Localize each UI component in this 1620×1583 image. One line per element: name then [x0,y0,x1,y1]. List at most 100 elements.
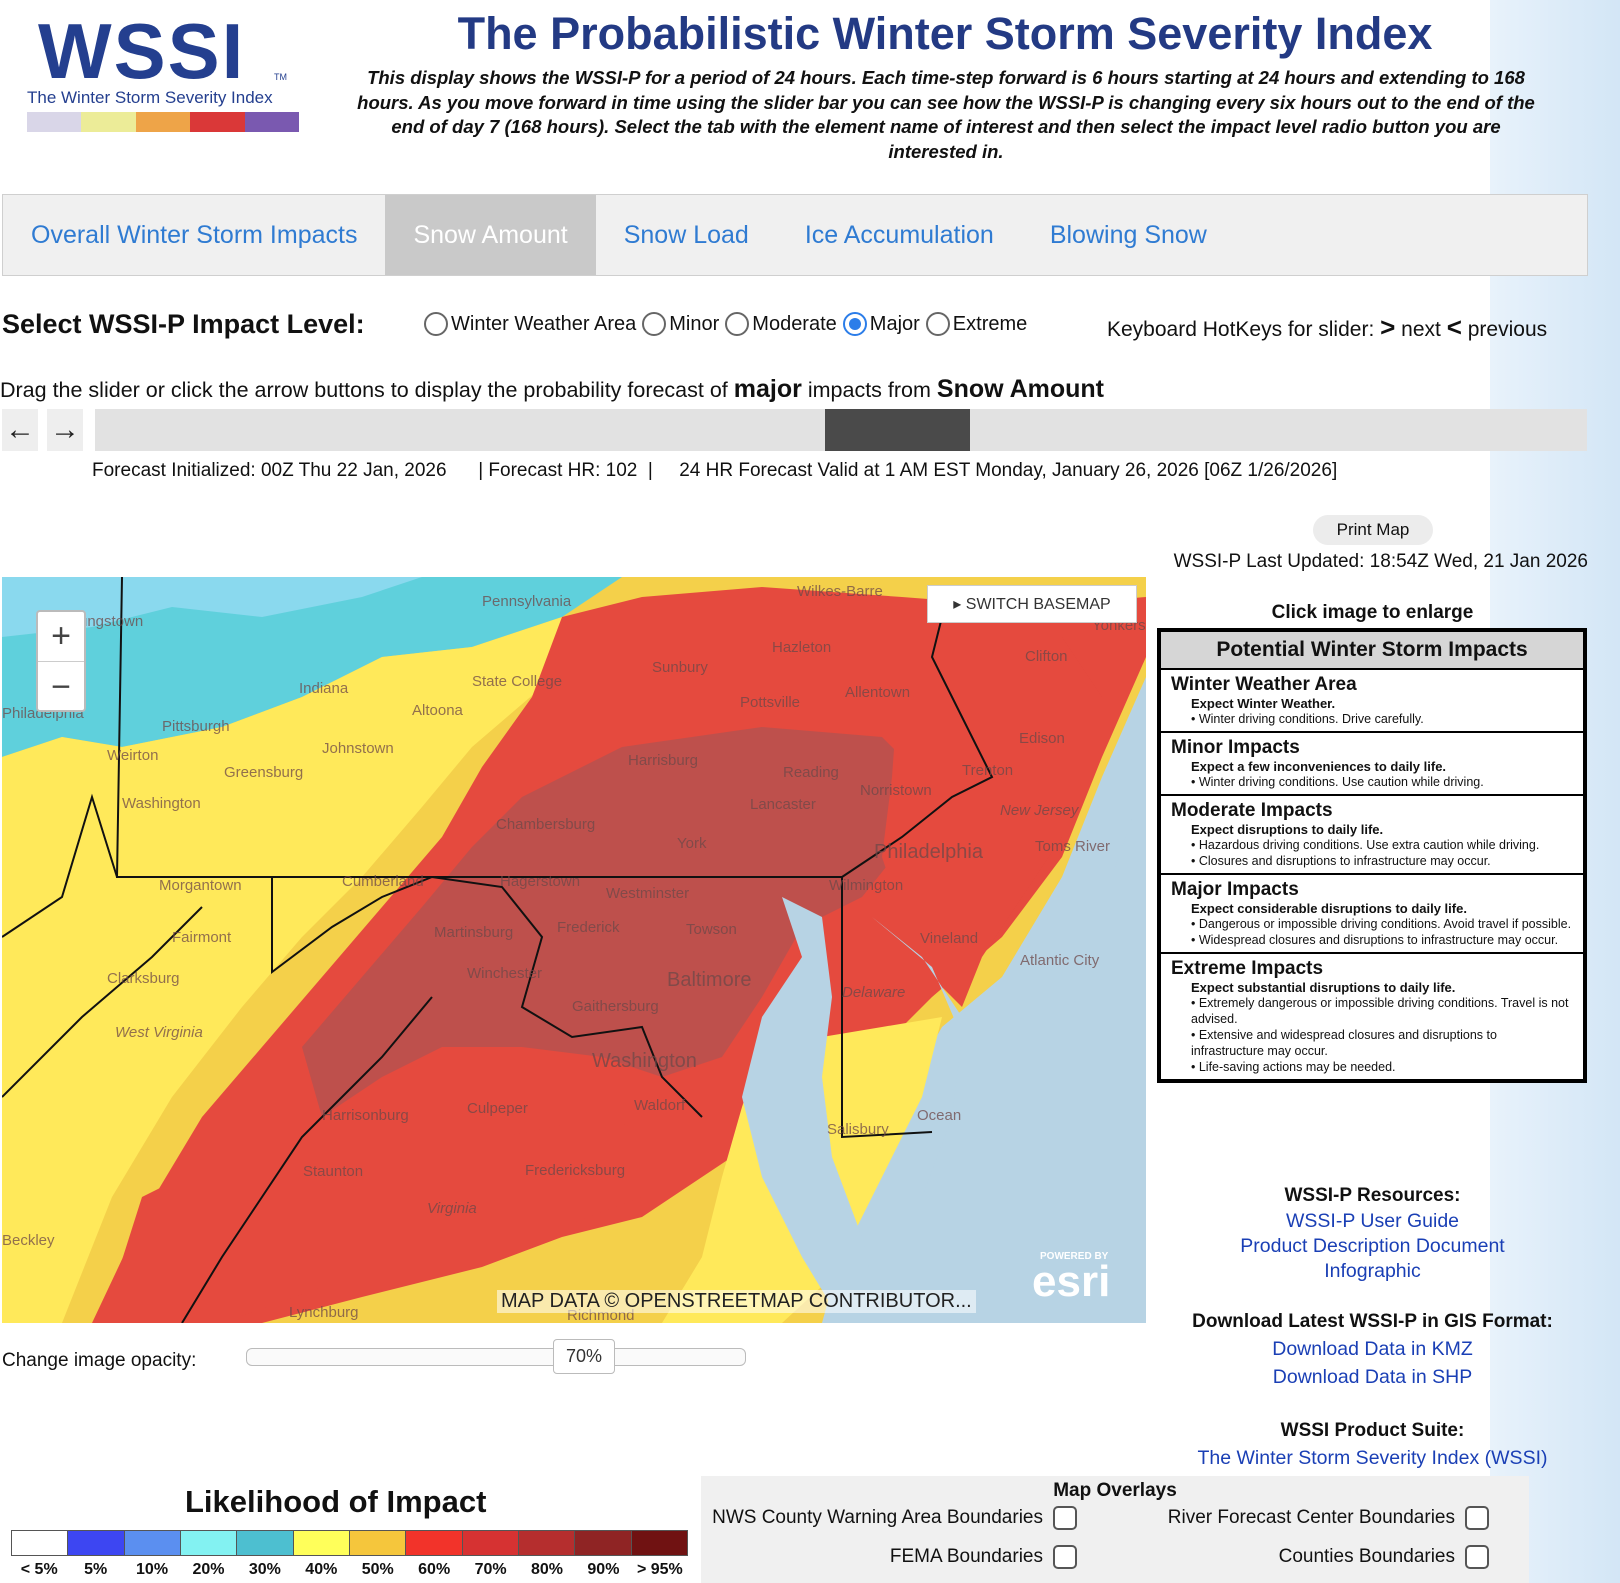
impact-bullet: • Hazardous driving conditions. Use extr… [1191,838,1540,852]
logo-text: WSSI [38,7,246,95]
map-label: Virginia [427,1200,477,1217]
map-label: Delaware [842,984,906,1001]
overlay-checkbox[interactable] [1465,1545,1489,1569]
overlay-nws-cwa[interactable]: NWS County Warning Area Boundaries [712,1506,1077,1530]
hotkey-prev-text: previous [1467,318,1548,341]
page-title: The Probabilistic Winter Storm Severity … [457,8,1433,59]
wssi-logo[interactable]: WSSI TM The Winter Storm Severity Index [22,6,307,134]
radio-moderate[interactable]: Moderate [725,312,837,336]
radio-extreme[interactable]: Extreme [925,312,1028,336]
radio-major[interactable]: Major [842,312,920,336]
tab-overall-impacts[interactable]: Overall Winter Storm Impacts [31,220,358,249]
map-label: Weirton [107,747,159,764]
radio-minor[interactable]: Minor [642,312,719,336]
logo-bar-swatch [81,112,136,132]
forecast-time-slider[interactable] [95,409,1587,451]
zoom-out-button[interactable]: − [51,667,71,706]
map-label: Allentown [845,684,911,701]
overlay-label[interactable]: Counties Boundaries [1278,1546,1455,1567]
logo-bar-swatch [190,112,245,132]
overlay-label[interactable]: FEMA Boundaries [889,1546,1043,1567]
link-download-shp[interactable]: Download Data in SHP [1272,1366,1473,1388]
logo-bar-swatch [27,112,82,132]
switch-basemap-button[interactable]: ▸ SWITCH BASEMAP [927,585,1137,623]
impact-expectation: Expect a few inconveniences to daily lif… [1191,759,1447,774]
esri-logo: POWERED BY esri [1032,1251,1110,1307]
legend-swatch [12,1531,68,1555]
map-overlays-panel: Map Overlays NWS County Warning Area Bou… [701,1476,1529,1583]
zoom-in-button[interactable]: + [38,612,84,662]
map-label: Beckley [2,1232,55,1249]
logo-color-bar [27,112,300,132]
overlay-checkbox[interactable] [1053,1545,1077,1569]
radio-button[interactable] [925,312,950,336]
logo-bar-swatch [135,112,191,132]
radio-label[interactable]: Major [869,312,920,335]
map-label: Lancaster [750,796,816,813]
resources-title: WSSI-P Resources: [1284,1185,1461,1206]
overlay-counties[interactable]: Counties Boundaries [1279,1545,1489,1569]
last-updated: WSSI-P Last Updated: 18:54Z Wed, 21 Jan … [1173,551,1588,572]
wssi-map[interactable]: Pennsylvania Wilkes-Barre Yonkers Hazlet… [2,577,1146,1323]
overlay-label[interactable]: River Forecast Center Boundaries [1167,1507,1455,1528]
impact-bullet: • Extensive and widespread closures and … [1191,1028,1497,1058]
map-label: Edison [1019,730,1065,747]
link-wssi[interactable]: The Winter Storm Severity Index (WSSI) [1197,1447,1548,1469]
impact-section: Moderate Impacts Expect disruptions to da… [1161,796,1583,875]
overlay-label[interactable]: NWS County Warning Area Boundaries [712,1507,1043,1528]
radio-winter-weather-area[interactable]: Winter Weather Area [424,312,636,336]
radio-label[interactable]: Extreme [952,312,1028,335]
impact-expectation: Expect considerable disruptions to daily… [1191,901,1467,916]
map-label: Frederick [557,919,620,936]
map-label: Waldorf [634,1097,686,1114]
next-arrow-button[interactable]: → [47,409,83,451]
legend-swatch [179,1531,237,1555]
radio-label[interactable]: Minor [669,312,720,335]
map-label: Martinsburg [434,924,514,941]
legend-swatch [630,1531,687,1555]
overlay-rfc[interactable]: River Forecast Center Boundaries [1168,1506,1489,1530]
opacity-slider-handle[interactable]: 70% [553,1339,615,1374]
link-product-description[interactable]: Product Description Document [1240,1235,1505,1257]
impact-level-radios: Winter Weather Area Minor Moderate Major… [424,312,1033,336]
tab-snow-load[interactable]: Snow Load [623,220,749,249]
overlay-fema[interactable]: FEMA Boundaries [890,1545,1077,1569]
map-label: Washington [592,1050,697,1072]
map-label: Pittsburgh [162,718,230,735]
print-map-button[interactable]: Print Map [1313,515,1433,545]
tab-blowing-snow[interactable]: Blowing Snow [1049,220,1207,249]
logo-bar-swatch [244,112,300,132]
previous-arrow-button[interactable]: ← [2,409,38,451]
potential-impacts-image[interactable]: Potential Winter Storm Impacts Winter We… [1157,628,1587,1083]
overlay-checkbox[interactable] [1465,1506,1489,1530]
click-to-enlarge: Click image to enlarge [1271,602,1474,623]
opacity-slider-track[interactable] [246,1348,746,1366]
map-attribution[interactable]: MAP DATA © OPENSTREETMAP CONTRIBUTOR... [497,1290,976,1313]
radio-label[interactable]: Moderate [752,312,837,335]
link-user-guide[interactable]: WSSI-P User Guide [1285,1210,1460,1232]
radio-button[interactable] [642,312,667,336]
map-label: Hagerstown [500,873,581,890]
radio-button[interactable] [424,312,448,336]
impact-section: Extreme Impacts Expect substantial disrup… [1161,954,1583,1079]
link-download-kmz[interactable]: Download Data in KMZ [1272,1338,1473,1360]
map-label: Baltimore [667,969,752,991]
tab-ice-accumulation[interactable]: Ice Accumulation [804,220,994,249]
map-label: Winchester [467,965,543,982]
radio-button[interactable] [725,312,750,336]
impact-section: Minor Impacts Expect a few inconveniences… [1161,733,1583,796]
slider-thumb[interactable] [825,409,970,451]
map-layer [2,577,1146,1323]
radio-button[interactable] [842,312,867,336]
link-infographic[interactable]: Infographic [1324,1260,1421,1282]
map-label: Vineland [920,930,979,947]
impact-level-label: Select WSSI-P Impact Level: [2,309,365,339]
radio-label[interactable]: Winter Weather Area [451,312,637,335]
overlay-checkbox[interactable] [1053,1506,1077,1530]
map-label: Westminster [606,885,690,902]
map-label: Washington [122,795,201,812]
tab-snow-amount[interactable]: Snow Amount [385,195,596,275]
legend-color-bar [11,1530,688,1556]
legend-label: 90% [587,1561,620,1578]
forecast-info: Forecast Initialized: 00Z Thu 22 Jan, 20… [92,460,1337,482]
